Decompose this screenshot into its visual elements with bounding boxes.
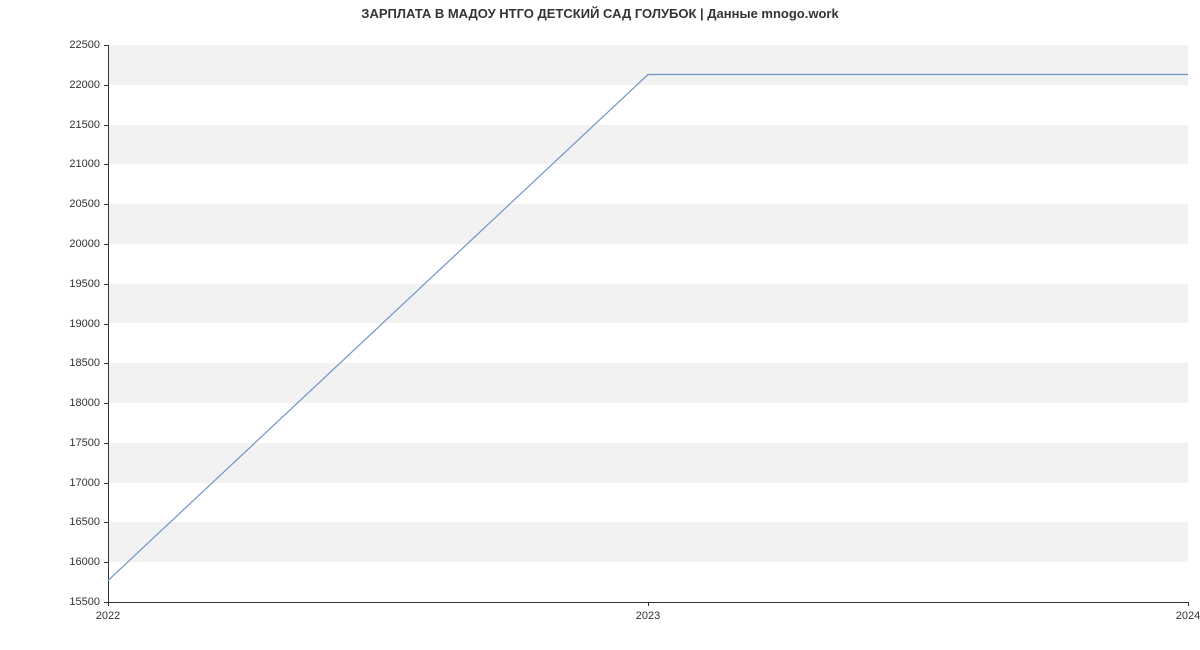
y-tick-label: 20000: [50, 238, 100, 250]
x-tick-mark: [1188, 602, 1189, 606]
y-tick-label: 22500: [50, 39, 100, 51]
y-tick-label: 17000: [50, 477, 100, 489]
y-tick-label: 17500: [50, 437, 100, 449]
y-tick-label: 18000: [50, 397, 100, 409]
y-tick-label: 20500: [50, 198, 100, 210]
series-salary: [108, 75, 1188, 581]
y-tick-label: 15500: [50, 596, 100, 608]
x-tick-label: 2023: [636, 610, 660, 622]
y-tick-label: 21500: [50, 119, 100, 131]
x-tick-label: 2022: [96, 610, 120, 622]
y-tick-label: 18500: [50, 357, 100, 369]
y-tick-label: 19000: [50, 318, 100, 330]
series-line: [108, 45, 1188, 602]
chart-container: { "chart": { "type": "line", "title": "З…: [0, 0, 1200, 650]
x-tick-label: 2024: [1176, 610, 1200, 622]
y-tick-label: 21000: [50, 158, 100, 170]
x-tick-mark: [108, 602, 109, 606]
y-tick-label: 16500: [50, 516, 100, 528]
y-tick-label: 22000: [50, 79, 100, 91]
chart-title: ЗАРПЛАТА В МАДОУ НТГО ДЕТСКИЙ САД ГОЛУБО…: [0, 6, 1200, 21]
x-tick-mark: [648, 602, 649, 606]
plot-area: 1550016000165001700017500180001850019000…: [108, 45, 1188, 602]
y-tick-label: 19500: [50, 278, 100, 290]
y-tick-label: 16000: [50, 556, 100, 568]
